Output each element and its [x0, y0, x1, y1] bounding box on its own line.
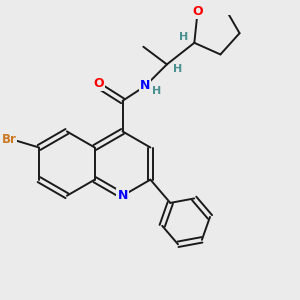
- Text: H: H: [152, 86, 161, 96]
- Text: O: O: [192, 5, 202, 18]
- Text: O: O: [94, 77, 104, 91]
- Text: N: N: [117, 189, 128, 202]
- Text: N: N: [117, 189, 128, 202]
- Text: H: H: [179, 32, 188, 42]
- Text: Br: Br: [2, 133, 16, 146]
- Text: N: N: [140, 80, 151, 92]
- Text: H: H: [173, 64, 182, 74]
